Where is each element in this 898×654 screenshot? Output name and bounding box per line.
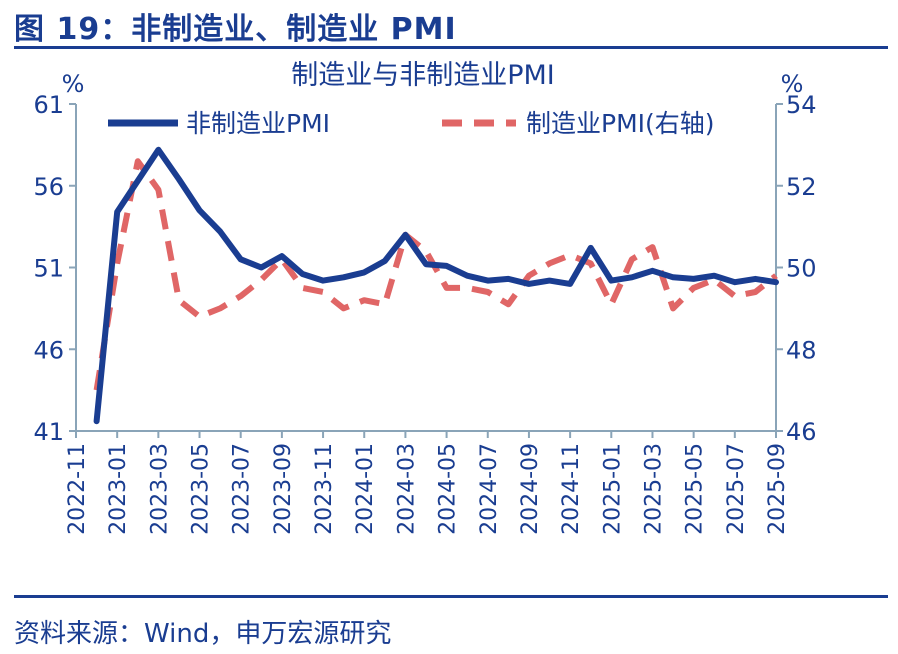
right-tick-label: 52 (786, 173, 817, 201)
x-tick-label: 2024-05 (436, 443, 461, 535)
legend: 非制造业PMI 制造业PMI(右轴) (108, 109, 715, 138)
left-tick-label: 46 (33, 336, 64, 364)
x-tick-label: 2024-03 (394, 443, 419, 535)
x-tick-label: 2025-03 (641, 443, 666, 535)
left-tick-label: 61 (33, 91, 64, 119)
series-layer (93, 146, 779, 425)
x-tick-label: 2023-11 (312, 443, 337, 535)
x-tick-label: 2023-03 (147, 443, 172, 535)
axes-layer: 41 46 51 56 61 46 48 50 52 54 2022-11 2023-01 2023-0… (33, 91, 816, 535)
x-tick-label: 2025-07 (724, 443, 749, 535)
x-tick-label: 2024-07 (477, 443, 502, 535)
right-tick-label: 46 (786, 418, 817, 446)
series-line-nonmanufacturing (93, 146, 779, 425)
x-tick-label: 2025-01 (600, 443, 625, 535)
x-tick-label: 2024-11 (559, 443, 584, 535)
pmi-line-chart: 41 46 51 56 61 46 48 50 52 54 2022-11 2023-01 2023-0… (33, 60, 816, 535)
x-tick-label: 2022-11 (65, 443, 90, 535)
series-line-manufacturing (93, 158, 778, 391)
legend-label-nonmanufacturing: 非制造业PMI (186, 109, 330, 138)
right-tick-label: 48 (786, 336, 817, 364)
top-rule (14, 46, 888, 49)
source-note: 资料来源：Wind，申万宏源研究 (14, 619, 392, 649)
legend-label-manufacturing: 制造业PMI(右轴) (526, 109, 715, 138)
x-tick-label: 2025-05 (683, 443, 708, 535)
x-tick-label: 2023-01 (106, 443, 131, 535)
right-axis-unit: % (781, 70, 804, 98)
x-tick-label: 2024-09 (518, 443, 543, 535)
right-tick-label: 54 (786, 91, 817, 119)
x-tick-label: 2024-01 (353, 443, 378, 535)
left-tick-label: 41 (33, 418, 64, 446)
right-tick-label: 50 (786, 255, 817, 283)
left-tick-label: 51 (33, 255, 64, 283)
left-axis-unit: % (62, 70, 85, 98)
chart-title: 制造业与非制造业PMI (291, 60, 555, 91)
x-tick-label: 2025-09 (765, 443, 790, 535)
x-tick-label: 2023-09 (271, 443, 296, 535)
x-tick-label: 2023-07 (230, 443, 255, 535)
bottom-rule (14, 595, 888, 598)
left-tick-label: 56 (33, 173, 64, 201)
figure-title: 图 19：非制造业、制造业 PMI (14, 12, 457, 47)
x-tick-label: 2023-05 (189, 443, 214, 535)
